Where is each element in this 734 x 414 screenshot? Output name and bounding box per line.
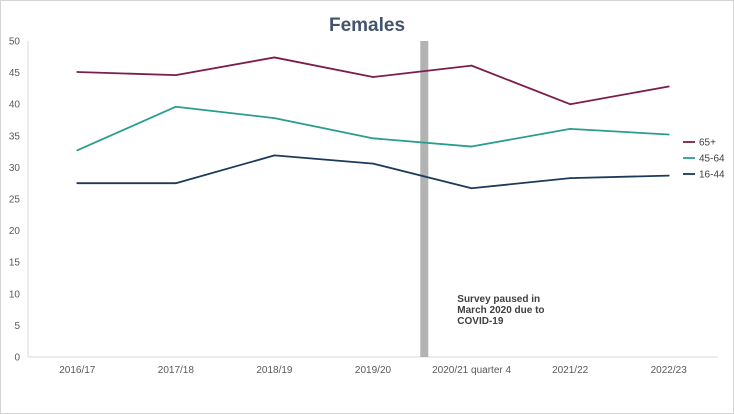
- legend-label: 45-64: [699, 154, 725, 165]
- x-tick-label: 2018/19: [256, 365, 293, 376]
- y-tick-label: 30: [9, 163, 21, 174]
- annotation-text-line: Survey paused in: [457, 294, 540, 305]
- data-point: [372, 137, 374, 140]
- x-tick-label: 2017/18: [158, 365, 195, 376]
- x-tick-label: 2016/17: [59, 365, 96, 376]
- series-line-65+: [77, 56, 669, 106]
- y-tick-label: 25: [9, 195, 21, 206]
- data-point: [76, 182, 79, 185]
- y-tick-label: 35: [9, 131, 21, 142]
- y-tick-label: 50: [9, 37, 21, 48]
- x-tick-label: 2021/22: [552, 365, 589, 376]
- data-point: [174, 182, 177, 185]
- data-point: [174, 74, 177, 77]
- y-tick-label: 10: [9, 289, 21, 300]
- series-line-45-64: [76, 105, 669, 152]
- data-point: [76, 71, 79, 73]
- data-point: [174, 105, 177, 108]
- x-tick-label: 2022/23: [651, 365, 688, 376]
- data-point: [569, 127, 572, 130]
- annotation-text-line: COVID-19: [457, 316, 504, 327]
- data-point: [273, 56, 276, 59]
- data-point: [372, 162, 374, 165]
- data-point: [667, 85, 670, 88]
- data-point: [569, 177, 572, 180]
- data-point: [76, 149, 79, 152]
- y-tick-label: 20: [9, 226, 21, 237]
- y-tick-label: 45: [9, 68, 21, 79]
- data-point: [470, 145, 473, 148]
- chart-title: Females: [328, 15, 406, 36]
- survey-pause-bar: [420, 41, 429, 357]
- data-point: [470, 64, 473, 67]
- y-tick-label: 40: [9, 100, 21, 111]
- x-tick-label: 2019/20: [355, 365, 392, 376]
- y-tick-label: 0: [14, 353, 20, 364]
- x-tick-label: 2020/21 quarter 4: [432, 365, 511, 376]
- series-line-16-44: [77, 154, 669, 190]
- data-point: [273, 154, 276, 157]
- data-point: [667, 174, 670, 177]
- data-point: [273, 117, 276, 120]
- y-tick-label: 5: [14, 321, 20, 332]
- data-point: [569, 103, 572, 106]
- annotation-text-line: March 2020 due to: [457, 305, 544, 316]
- data-point: [470, 187, 473, 190]
- legend-label: 65+: [699, 138, 716, 149]
- data-point: [372, 76, 374, 78]
- y-tick-label: 15: [9, 258, 21, 269]
- data-point: [667, 133, 670, 136]
- legend-label: 16-44: [699, 170, 725, 181]
